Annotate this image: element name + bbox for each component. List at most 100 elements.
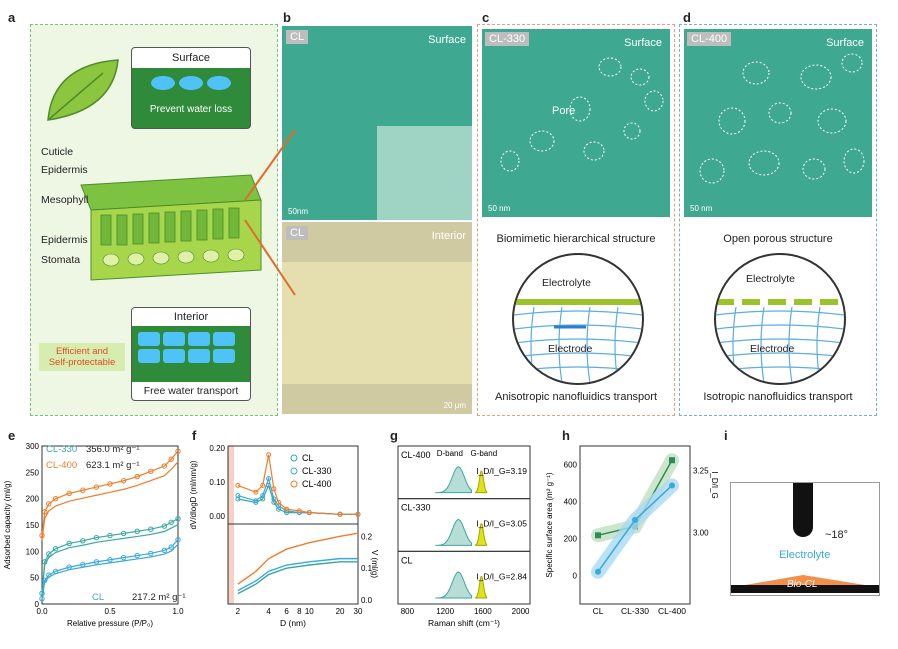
- chart-e: 0 50 100 150 200 250 300 0.0 0.5 1.0 Relative pres…: [3, 442, 186, 628]
- interior-inset-caption: Free water transport: [132, 382, 250, 400]
- data-point: [175, 515, 181, 522]
- xtick-f: 30: [354, 607, 363, 616]
- ytick-h: 600: [564, 461, 578, 470]
- data-point: [46, 572, 52, 578]
- y2tick-f: 0.0: [361, 596, 373, 605]
- y2tick-f: 0.1: [361, 564, 373, 573]
- plot-frame-h: [579, 445, 691, 605]
- xlabel-g: Raman shift (cm⁻¹): [428, 618, 500, 628]
- xtick-h: CL-400: [658, 606, 686, 616]
- leaf-cross-section: [80, 174, 262, 281]
- caption-d-bottom: Isotropic nanofluidics transport: [703, 391, 853, 403]
- pore-outlines: [500, 57, 664, 172]
- data-point: [66, 490, 72, 497]
- psd-point: [235, 493, 241, 499]
- xtick-e: 0.0: [36, 607, 48, 616]
- spectrum-name: CL: [401, 555, 413, 565]
- psd-point: [276, 503, 282, 509]
- label-electrolyte-c: Electrolyte: [542, 277, 592, 289]
- cumulative-line-cl-330: [237, 557, 358, 592]
- psd-point: [235, 496, 241, 502]
- psd-point: [271, 496, 277, 502]
- cumulative-line-cl-400: [237, 532, 359, 585]
- data-point: [80, 561, 86, 568]
- panel-label-c: c: [482, 10, 490, 25]
- spreading-droplet: [731, 575, 879, 593]
- label-interior-b: Interior: [431, 230, 466, 242]
- tem-image-cl-surface: CL Surface 50nm: [282, 26, 472, 220]
- panel-label-b: b: [283, 10, 291, 25]
- chart-g: CL-400 I_D/I_G=3.19 CL-330 I_D/I_G=3.05 CL I_…: [397, 445, 531, 628]
- ssa-point: [595, 532, 601, 539]
- ylabel-e: Adsorbed capacity (ml/g): [3, 480, 12, 569]
- efficient-badge: Efficient and Self-protectable: [39, 343, 125, 371]
- tag-cl330: CL-330: [485, 32, 530, 46]
- label-pore: Pore: [552, 105, 576, 117]
- panel-label-d: d: [683, 10, 691, 25]
- psd-point: [266, 476, 272, 482]
- xtick-e: 0.5: [104, 607, 116, 616]
- legend-marker: [290, 480, 298, 488]
- plot-frame-f: [227, 445, 359, 605]
- label-electrode-d: Electrode: [750, 343, 795, 355]
- legend-label: CL: [302, 453, 314, 463]
- cumulative-line-cl: [237, 561, 358, 595]
- data-point: [148, 468, 154, 474]
- xtick-h: CL-330: [621, 606, 649, 616]
- chart-h: 0 200 400 600 3.00 3.25 CL CL-330 CL-400 Specific…: [545, 445, 719, 616]
- legend-marker: [290, 454, 298, 462]
- psd-point: [260, 493, 266, 499]
- annotation-value: 623.1 m² g⁻¹: [86, 460, 140, 471]
- xlabel-f: D (nm): [280, 618, 306, 628]
- legend-label: CL-330: [302, 466, 332, 476]
- label-stomata: Stomata: [41, 254, 81, 266]
- data-point: [107, 532, 113, 539]
- psd-point: [235, 482, 241, 488]
- label-cuticle: Cuticle: [41, 146, 74, 158]
- panel-label-g: g: [390, 428, 398, 443]
- ytick-e: 200: [26, 495, 40, 504]
- interior-inset: Interior Free water transport: [131, 307, 251, 401]
- ytick-e: 300: [26, 442, 40, 451]
- psd-point: [260, 482, 266, 488]
- ytick-f: 0.00: [209, 512, 225, 521]
- series-desorption-cl-400: [41, 461, 179, 541]
- y2label-h: I_D/I_G: [710, 471, 719, 499]
- data-point: [93, 534, 100, 541]
- data-point: [120, 554, 127, 561]
- open-pore-outlines: [699, 53, 865, 184]
- ytick-h: 0: [573, 572, 578, 581]
- panel-label-e: e: [8, 428, 16, 443]
- xtick-g: 1200: [436, 607, 454, 616]
- data-point: [93, 559, 100, 565]
- sem-image-cl-interior: CL Interior 20 μm: [282, 222, 472, 414]
- label-bio-cl: Bio-CL: [787, 579, 818, 590]
- d-band-label: D-band: [437, 449, 463, 458]
- legend-label: CL-400: [302, 479, 332, 489]
- xtick-g: 800: [401, 607, 415, 616]
- idig-ratio: I_D/I_G=3.05: [476, 519, 527, 529]
- annotation-name: CL: [92, 592, 104, 603]
- transport-circle-c: Electrolyte Electrode: [512, 253, 644, 385]
- spectrum-name: CL-330: [401, 503, 431, 513]
- g-band-peak: [474, 470, 488, 494]
- ytick-e: 50: [30, 574, 39, 583]
- y2tick-h: 3.25: [693, 467, 709, 476]
- data-point: [42, 577, 48, 584]
- data-point: [46, 551, 52, 557]
- ytick-h: 200: [564, 535, 578, 544]
- g-band-peak: [474, 523, 488, 546]
- idig-ratio: I_D/I_G=2.84: [476, 571, 527, 581]
- contact-angle-value: ~18°: [825, 529, 849, 541]
- y2tick-f: 0.2: [361, 532, 373, 541]
- psd-point: [337, 511, 343, 517]
- g-band-peak: [474, 576, 488, 599]
- label-surface-d: Surface: [826, 37, 864, 49]
- xtick-f: 6: [284, 607, 289, 616]
- data-point: [52, 495, 59, 502]
- xtick-f: 10: [305, 607, 314, 616]
- label-electrolyte-d: Electrolyte: [746, 273, 796, 285]
- y2tick-h: 3.00: [693, 528, 709, 537]
- data-point: [175, 537, 181, 543]
- annotation-value: 217.2 m² g⁻¹: [132, 592, 186, 603]
